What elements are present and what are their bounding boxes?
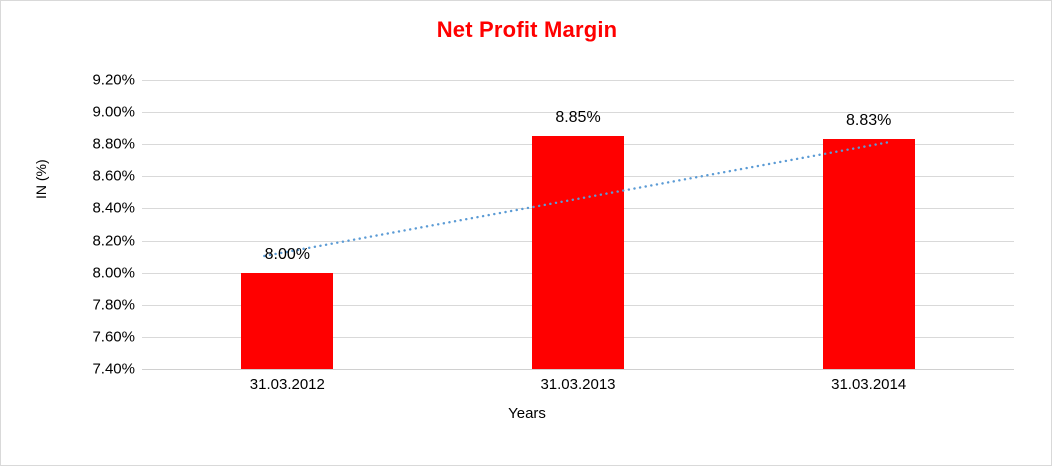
- y-axis-tick-label: 8.80%: [92, 135, 135, 153]
- y-axis-tick-label: 7.80%: [92, 296, 135, 314]
- bar[interactable]: [241, 272, 334, 369]
- chart-title: Net Profit Margin: [436, 17, 618, 42]
- y-axis-tick-label: 8.20%: [92, 232, 135, 250]
- x-axis-tick-labels: 31.03.2012 31.03.2013 31.03.2014: [142, 376, 1014, 400]
- y-axis-tick-label: 9.00%: [92, 103, 135, 121]
- y-axis-title: IN (%): [33, 159, 49, 199]
- data-label: 8.83%: [845, 112, 892, 130]
- x-axis-tick-label: 31.03.2014: [831, 376, 907, 393]
- x-axis-title: Years: [508, 405, 546, 422]
- data-label: 8.85%: [555, 109, 601, 127]
- y-axis-tick-labels: 9.20% 9.00% 8.80% 8.60% 8.40% 8.20% 8.00% 7.80%…: [59, 73, 135, 377]
- y-axis-tick-label: 7.60%: [92, 328, 135, 346]
- x-axis-tick-label: 31.03.2013: [540, 376, 616, 393]
- plot-area: 8.00% 8.85% 8.83%: [142, 80, 1014, 370]
- y-axis-tick-label: 8.00%: [92, 264, 135, 282]
- gridline: [142, 369, 1014, 370]
- y-axis-tick-label: 8.40%: [92, 199, 135, 217]
- y-axis-tick-label: 9.20%: [92, 71, 135, 89]
- bar[interactable]: [822, 139, 915, 369]
- bar[interactable]: [532, 136, 624, 369]
- data-label: 8.00%: [264, 245, 311, 263]
- gridline: [142, 112, 1014, 113]
- gridline: [142, 80, 1014, 81]
- x-axis-tick-label: 31.03.2012: [249, 376, 325, 393]
- y-axis-tick-label: 8.60%: [92, 167, 135, 185]
- y-axis-tick-label: 7.40%: [92, 360, 135, 378]
